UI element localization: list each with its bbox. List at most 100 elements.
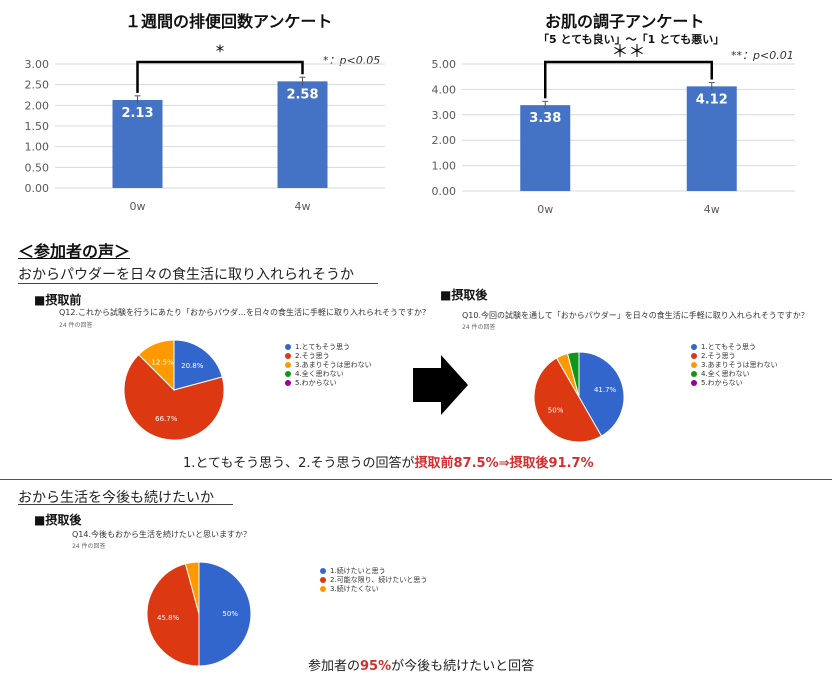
result-1: 1.とてもそう思う、2.そう思うの回答が摂取前87.5%⇒摂取後91.7%: [183, 452, 594, 471]
bar-value-label: 2.13: [121, 106, 153, 121]
legend-label: 2.可能な限り、続けたいと思う: [330, 575, 428, 584]
pie1-question: Q12.これから試験を行うにあたり「おからパウダ…を日々の食生活に手軽に取り入れ…: [59, 308, 431, 317]
bar-value-label: 4.12: [696, 92, 728, 107]
chart2-p-note: **：p<0.01: [731, 49, 794, 62]
result-2-pre: 参加者の: [308, 659, 361, 674]
bar: [686, 86, 737, 191]
bar-chart-1: 0.00 0.50 1.00 1.50 2.00 2.50 3.00 2.13 0w 2.58 4w…: [25, 42, 385, 213]
x-tick-label: 4w: [295, 200, 311, 213]
legend-item: 2.そう思う: [691, 351, 778, 360]
x-tick-label: 0w: [537, 203, 553, 216]
legend-label: 2.そう思う: [701, 351, 736, 360]
legend-item: 4.全く思わない: [691, 369, 778, 378]
y-tick-label: 2.00: [25, 99, 50, 112]
y-tick-label: 4.00: [432, 83, 457, 96]
y-tick-label: 0.50: [25, 161, 50, 174]
legend-item: 2.可能な限り、続けたいと思う: [320, 575, 427, 584]
significance-bracket: [136, 60, 304, 93]
question-2-underline: [18, 504, 233, 505]
y-tick-label: 2.50: [25, 79, 50, 92]
pie-slice-label: 45.8%: [157, 614, 180, 622]
pie-slice: [566, 351, 580, 398]
legend-label: 1.続けたいと思う: [330, 566, 386, 575]
chart2-subtitle: 「5 とても良い」～「1 とても悪い」: [538, 33, 725, 46]
pie-slice: [173, 339, 223, 391]
y-tick-label: 5.00: [432, 58, 457, 71]
section-divider: [0, 479, 832, 480]
pie2-legend: 1.とてもそう思う 2.そう思う 3.あまりそうは思わない 4.全く思わない 5.わから…: [691, 342, 778, 387]
bar: [520, 105, 571, 191]
legend-label: 5.わからない: [295, 378, 337, 387]
legend-label: 3.あまりそうは思わない: [701, 360, 778, 369]
legend-item: 1.続けたいと思う: [320, 566, 427, 575]
pie1-count: 24 件の回答: [59, 322, 93, 329]
arrow-right-icon: [413, 355, 468, 415]
y-tick-label: 3.00: [432, 109, 457, 122]
legend-label: 4.全く思わない: [295, 369, 344, 378]
pie-slice-label: 20.8%: [181, 362, 204, 370]
pie-slice-label: 50%: [548, 406, 564, 414]
chart2-title: お肌の調子アンケート: [545, 12, 705, 31]
significance-label: *: [216, 42, 225, 62]
legend-item: 5.わからない: [285, 378, 372, 387]
y-tick-label: 1.00: [432, 160, 457, 173]
legend-swatch: [285, 379, 291, 386]
significance-label: ＊＊: [612, 42, 646, 62]
pie3-legend: 1.続けたいと思う 2.可能な限り、続けたいと思う 3.続けたくない: [320, 566, 427, 593]
x-tick-label: 4w: [704, 203, 720, 216]
bar: [112, 99, 163, 188]
legend-item: 3.あまりそうは思わない: [285, 360, 372, 369]
result-2-post: が今後も続けたいと回答: [391, 659, 535, 674]
pie-slice: [578, 351, 625, 437]
y-tick-label: 1.00: [25, 141, 50, 154]
legend-item: 1.とてもそう思う: [285, 342, 372, 351]
pies-row-svg: 20.8% 66.7% 12.5% 41.7% 50%: [123, 339, 625, 443]
pie-chart-after: 41.7% 50%: [533, 351, 625, 443]
y-tick-label: 2.00: [432, 134, 457, 147]
pie-slice-label: 12.5%: [151, 358, 174, 366]
question-1-underline: [18, 283, 378, 284]
legend-swatch: [320, 576, 326, 583]
legend-item: 3.あまりそうは思わない: [691, 360, 778, 369]
y-tick-label: 3.00: [25, 58, 50, 71]
legend-label: 1.とてもそう思う: [295, 342, 350, 351]
bar-value-label: 2.58: [286, 87, 318, 102]
pie-slice: [198, 561, 252, 667]
pie-slice: [184, 561, 200, 615]
y-tick-label: 0.00: [25, 182, 50, 195]
y-tick-label: 0.00: [432, 185, 457, 198]
pie-chart-before: 20.8% 66.7% 12.5%: [123, 339, 225, 441]
pie3-svg: 50% 45.8%: [146, 561, 252, 667]
legend-label: 4.全く思わない: [701, 369, 750, 378]
pie-slice: [137, 339, 175, 392]
pie2-question: Q10.今回の試験を通して「おからパウダー」を日々の食生活に手軽に取り入れられそ…: [462, 311, 809, 320]
legend-swatch: [285, 361, 291, 368]
pie3-count: 24 件の回答: [72, 543, 106, 550]
legend-item: 4.全く思わない: [285, 369, 372, 378]
legend-item: 3.続けたくない: [320, 584, 427, 593]
x-tick-label: 0w: [130, 200, 146, 213]
legend-swatch: [285, 352, 291, 359]
bar-chart-2: 0.00 1.00 2.00 3.00 4.00 5.00 3.38 0w 4.12 4w ＊＊: [432, 42, 795, 216]
legend-swatch: [691, 343, 697, 350]
pie2-count: 24 件の回答: [462, 324, 496, 331]
legend-swatch: [285, 370, 291, 377]
result-1-highlight: 摂取前87.5%⇒摂取後91.7%: [414, 456, 594, 471]
bar: [277, 81, 328, 188]
legend-swatch: [285, 343, 291, 350]
voices-heading: ＜参加者の声＞: [18, 242, 131, 261]
y-tick-label: 1.50: [25, 120, 50, 133]
pie-slice: [146, 563, 200, 667]
result-1-text: 1.とてもそう思う、2.そう思うの回答が: [183, 456, 415, 471]
chart1-title: １週間の排便回数アンケート: [125, 12, 333, 31]
legend-label: 3.続けたくない: [330, 584, 379, 593]
pie-slice-label: 66.7%: [155, 415, 178, 423]
result-2: 参加者の95%が今後も続けたいと回答: [308, 655, 534, 674]
pie1-legend: 1.とてもそう思う 2.そう思う 3.あまりそうは思わない 4.全く思わない 5.わから…: [285, 342, 372, 387]
legend-label: 1.とてもそう思う: [701, 342, 756, 351]
legend-swatch: [691, 379, 697, 386]
legend-swatch: [691, 361, 697, 368]
pie-slice: [533, 357, 603, 443]
legend-label: 2.そう思う: [295, 351, 330, 360]
pie3-tag: ■摂取後: [34, 513, 82, 527]
